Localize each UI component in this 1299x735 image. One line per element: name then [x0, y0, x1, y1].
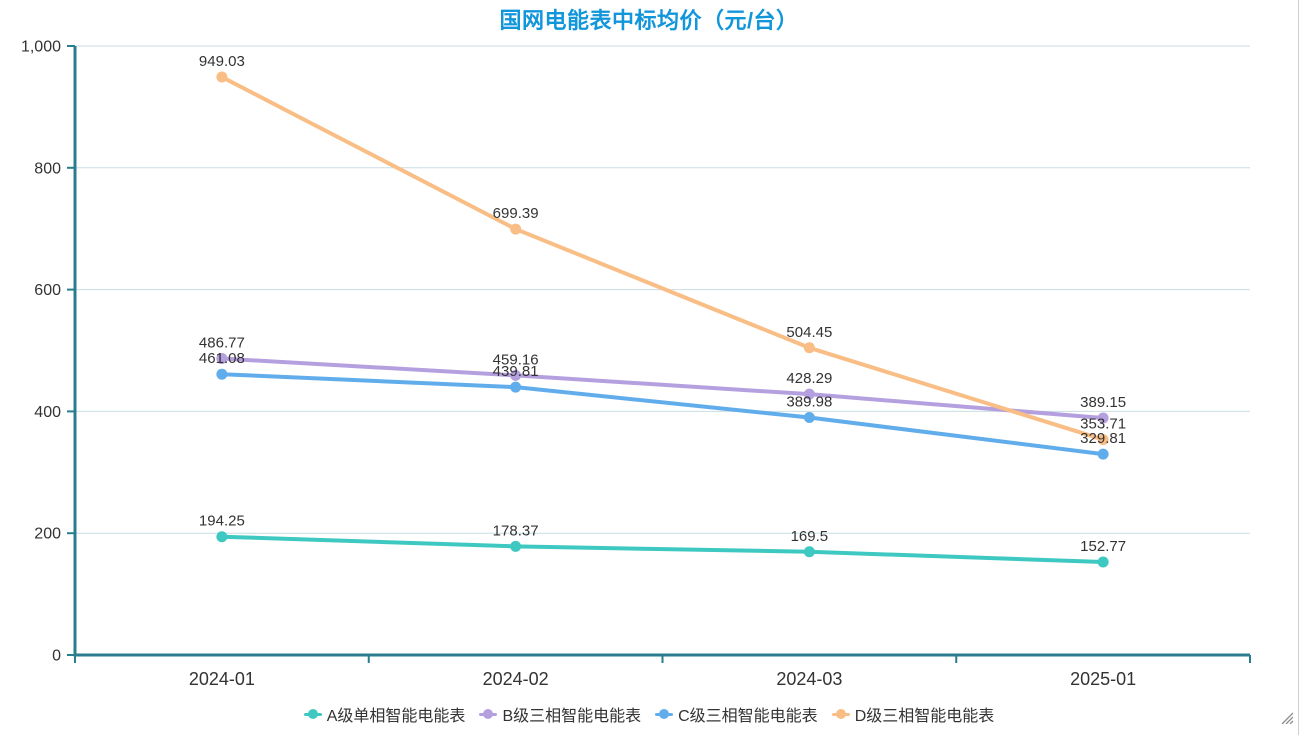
x-tick-label: 2024-01: [189, 669, 255, 689]
data-label: 486.77: [199, 335, 245, 352]
data-point[interactable]: [216, 353, 228, 365]
legend-item-C级三相智能电能表[interactable]: C级三相智能电能表: [655, 702, 818, 726]
data-label: 461.08: [199, 350, 245, 367]
data-point[interactable]: [216, 531, 228, 543]
legend-line-dot-icon: [655, 708, 674, 720]
data-label: 152.77: [1080, 538, 1126, 555]
y-tick-label: 800: [34, 160, 61, 177]
data-point[interactable]: [1097, 434, 1109, 446]
legend-item-D级三相智能电能表[interactable]: D级三相智能电能表: [831, 702, 995, 726]
data-label: 459.16: [493, 351, 539, 368]
data-label: 504.45: [786, 324, 832, 341]
data-point[interactable]: [803, 342, 815, 354]
data-label: 949.03: [199, 53, 245, 70]
data-label: 439.81: [493, 363, 539, 380]
data-point[interactable]: [803, 412, 815, 424]
data-point[interactable]: [510, 540, 522, 552]
data-point[interactable]: [510, 369, 522, 381]
data-point[interactable]: [803, 388, 815, 400]
series-line-B级三相智能电能表: [219, 356, 1106, 421]
data-point[interactable]: [216, 368, 228, 380]
legend-label: C级三相智能电能表: [678, 708, 818, 725]
data-point[interactable]: [510, 223, 522, 235]
legend-item-B级三相智能电能表[interactable]: B级三相智能电能表: [479, 702, 641, 726]
y-tick-label: 400: [34, 404, 61, 421]
series-line-C级三相智能电能表: [219, 372, 1106, 457]
chart-title: 国网电能表中标均价（元/台）: [499, 8, 799, 33]
series-line-D级三相智能电能表: [219, 75, 1106, 442]
x-tick-label: 2025-01: [1070, 669, 1136, 689]
legend-label: D级三相智能电能表: [854, 708, 995, 725]
x-tick-label: 2024-02: [483, 669, 549, 689]
legend-line-dot-icon: [479, 708, 498, 720]
legend-label: B级三相智能电能表: [502, 708, 642, 725]
data-label: 329.81: [1080, 430, 1126, 447]
y-tick-label: 1,000: [21, 39, 61, 56]
data-label: 389.15: [1080, 394, 1126, 411]
data-point[interactable]: [1097, 412, 1109, 424]
y-tick-label: 600: [34, 282, 61, 299]
data-label: 353.71: [1080, 416, 1126, 433]
chart-legend: A级单相智能电能表 B级三相智能电能表 C级三相智能电能表 D级三相智能电能表: [0, 702, 1298, 726]
y-tick-label: 200: [34, 526, 61, 543]
data-label: 699.39: [493, 205, 539, 222]
legend-line-dot-icon: [831, 708, 850, 720]
legend-item-A级单相智能电能表[interactable]: A级单相智能电能表: [303, 702, 466, 726]
data-point[interactable]: [803, 546, 815, 558]
series-line-A级单相智能电能表: [219, 534, 1106, 564]
data-label: 194.25: [199, 513, 245, 530]
y-tick-label: 0: [52, 648, 61, 665]
resize-grip-icon[interactable]: [1280, 711, 1293, 724]
legend-line-dot-icon: [303, 708, 322, 720]
x-tick-label: 2024-03: [776, 669, 842, 689]
data-point[interactable]: [1097, 556, 1109, 568]
data-label: 428.29: [786, 370, 832, 387]
data-label: 389.98: [786, 394, 832, 411]
data-label: 178.37: [493, 522, 539, 539]
data-point[interactable]: [510, 381, 522, 393]
data-label: 169.5: [791, 528, 829, 545]
data-point[interactable]: [1097, 448, 1109, 460]
data-point[interactable]: [216, 71, 228, 83]
line-chart-canvas: 0 200 400 600 800 1,000 2024-01 2024-02 2024-03 2…: [21, 39, 1251, 689]
legend-label: A级单相智能电能表: [326, 708, 466, 725]
